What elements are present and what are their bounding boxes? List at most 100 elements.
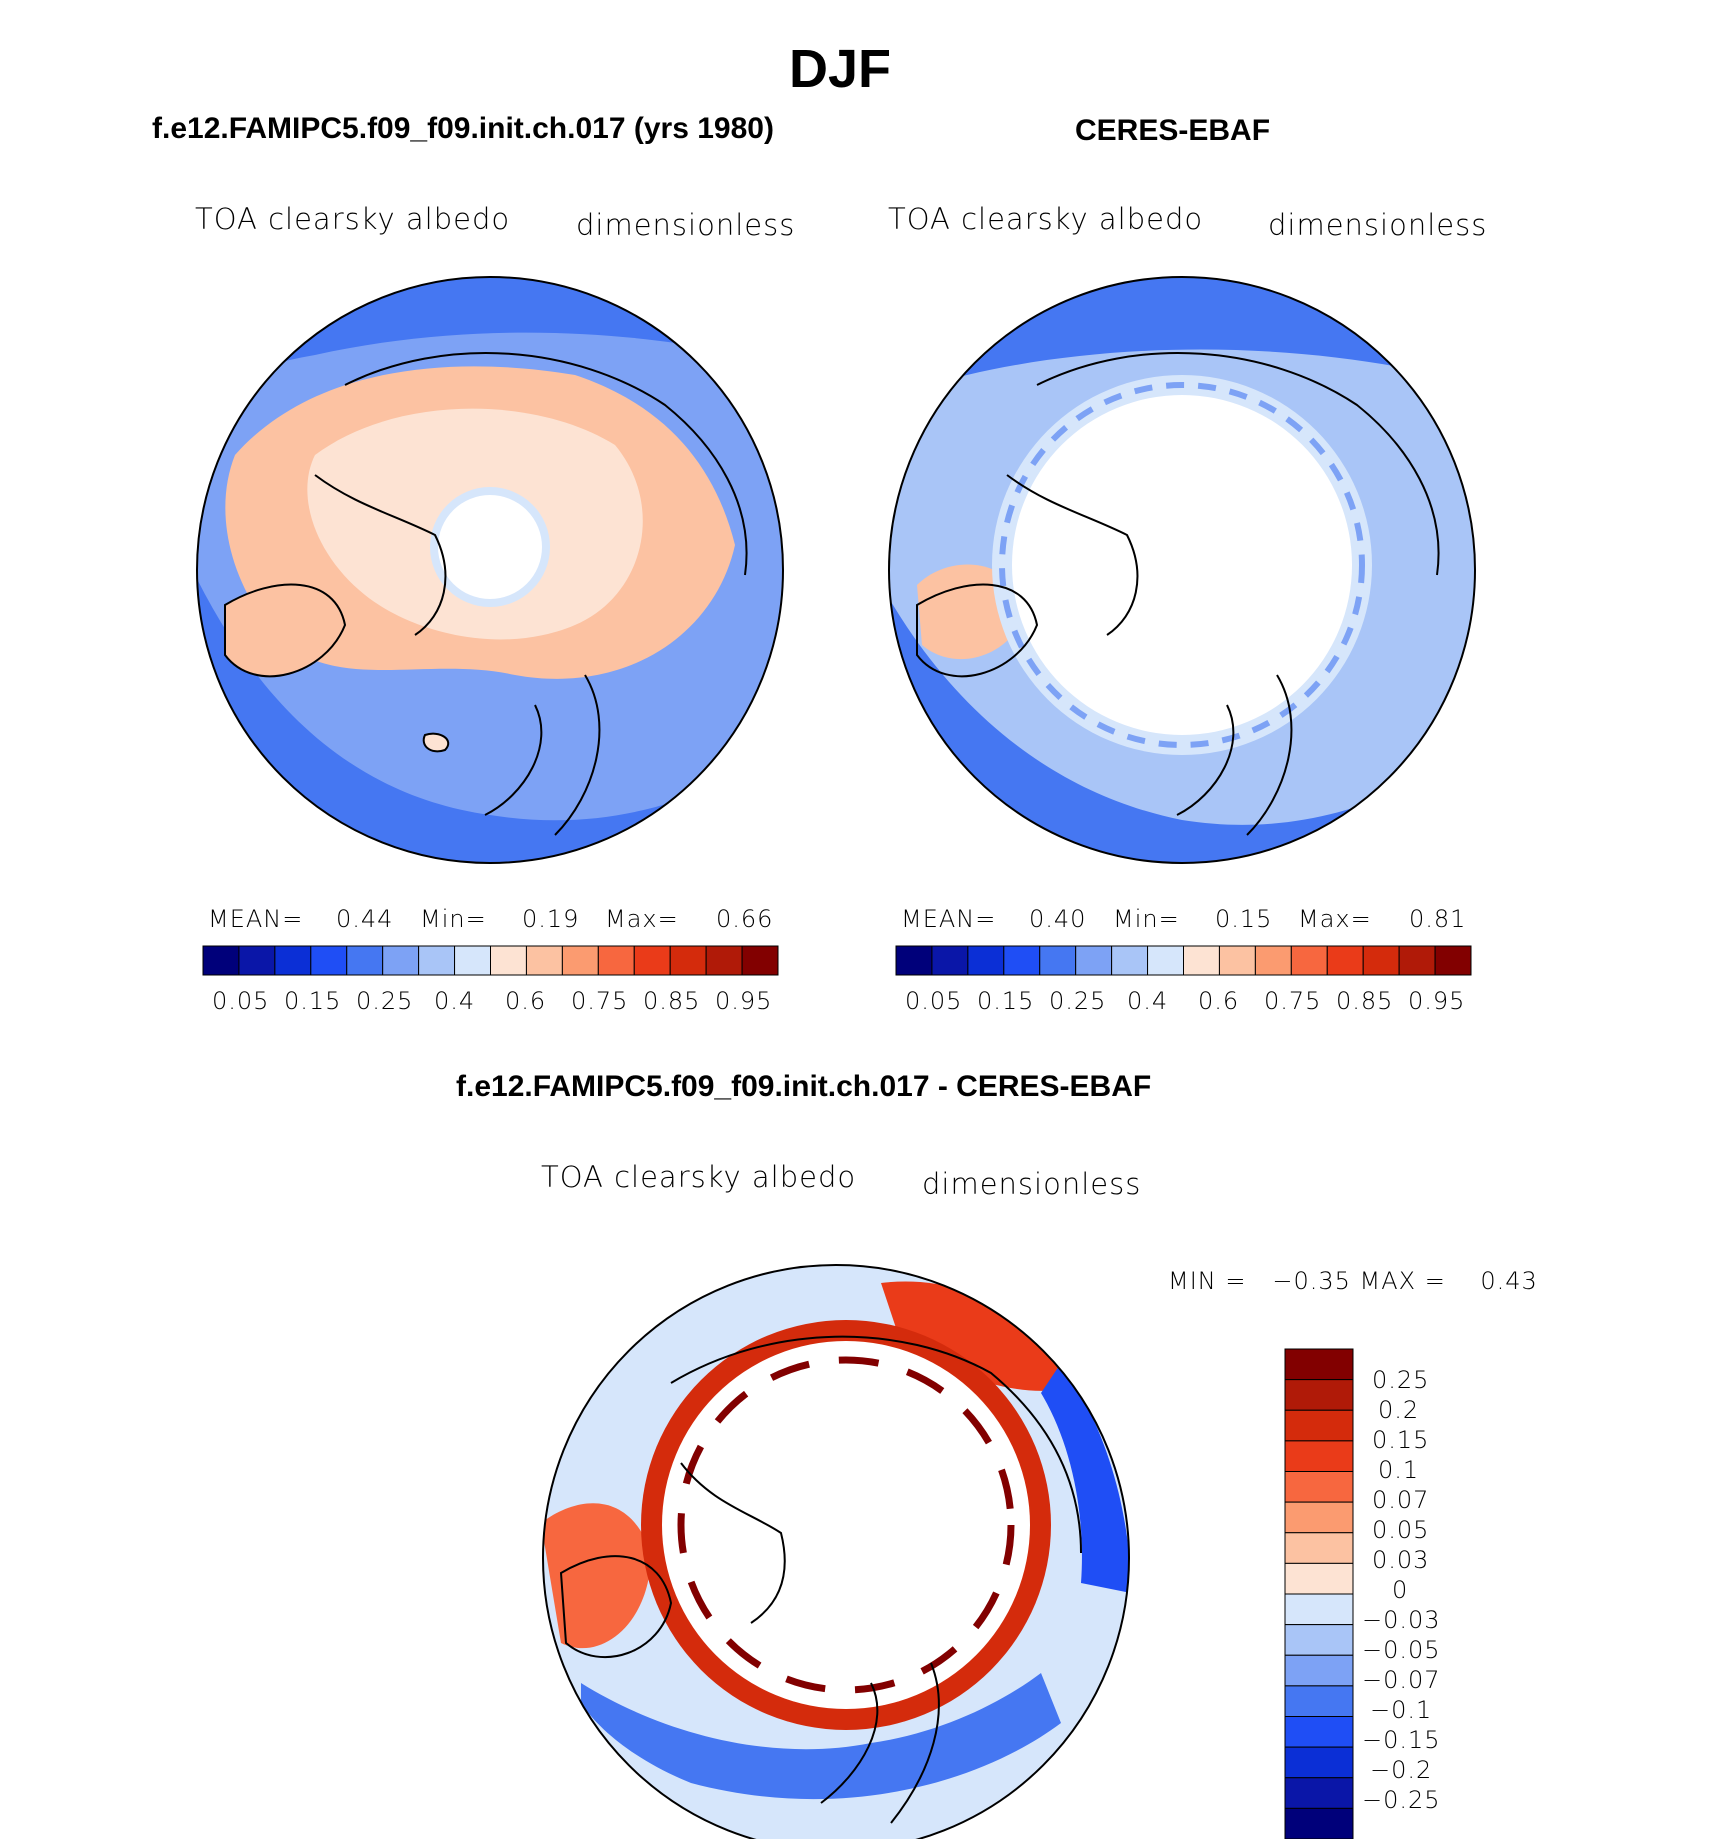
map1-border — [196, 276, 784, 864]
map3-coastline-eurasia — [670, 1335, 1082, 1554]
panel1-max-value: 0.66 — [716, 905, 774, 933]
colorbar-segment — [1284, 1501, 1354, 1534]
map2-atlantic-low-region — [889, 595, 1475, 863]
cbar1-tick: 0.6 — [505, 987, 547, 1015]
map1-iceland-outline — [422, 732, 450, 753]
cbar1-tick: 0.25 — [356, 987, 414, 1015]
colorbar-segment — [490, 945, 527, 976]
map1-atlantic-low-region — [197, 575, 783, 863]
cbar3-tick: −0.07 — [1362, 1666, 1441, 1694]
colorbar-segment — [597, 945, 635, 976]
map2-coastline-archipelago — [1006, 474, 1139, 636]
colorbar-difference — [1284, 1348, 1354, 1839]
difference-title: f.e12.FAMIPC5.f09_f09.init.ch.017 - CERE… — [456, 1070, 1152, 1103]
cbar1-tick: 0.75 — [571, 987, 629, 1015]
colorbar-segment — [741, 945, 779, 976]
panel2-variable: TOA clearsky albedo — [888, 202, 1204, 236]
colorbar-segment — [1284, 1654, 1354, 1687]
map3-greenland-positive-region — [543, 1503, 651, 1648]
panel2-min-value: 0.15 — [1215, 905, 1273, 933]
cbar3-tick: 0.25 — [1372, 1366, 1430, 1394]
colorbar-segment — [1284, 1624, 1354, 1656]
map-panel-model — [196, 276, 784, 864]
map3-pacific-negative-region — [1041, 1363, 1129, 1593]
map3-dashed-ring — [677, 1356, 1015, 1694]
colorbar-segment — [1075, 945, 1113, 976]
cbar3-tick: 0.07 — [1372, 1486, 1430, 1514]
difference-units: dimensionless — [922, 1167, 1142, 1201]
cbar2-tick: 0.95 — [1408, 987, 1466, 1015]
panel1-title: f.e12.FAMIPC5.f09_f09.init.ch.017 (yrs 1… — [152, 112, 774, 145]
map3-coastline-europe — [820, 1662, 940, 1824]
map-panel-difference — [542, 1264, 1130, 1839]
colorbar-segment — [1254, 945, 1292, 976]
colorbar-segment — [310, 945, 348, 976]
map2-coastline-eurasia — [1036, 352, 1440, 576]
cbar3-tick: −0.05 — [1362, 1636, 1441, 1664]
panel2-max-value: 0.81 — [1409, 905, 1467, 933]
colorbar-segment — [669, 945, 707, 976]
colorbar-segment — [1326, 945, 1364, 976]
panel2-min-label: Min= — [1113, 905, 1180, 933]
map2-missing-data-core — [1012, 395, 1352, 735]
panel1-max-label: Max= — [605, 905, 679, 933]
colorbar-segment — [1398, 945, 1436, 976]
map1-coastline-eurasia — [344, 352, 748, 576]
panel2-title: CERES-EBAF — [1075, 114, 1271, 147]
map3-polar-gap — [662, 1341, 1030, 1709]
map1-coastline-europe — [484, 674, 601, 836]
colorbar-segment — [1284, 1471, 1354, 1503]
colorbar-segment — [238, 945, 276, 976]
colorbar-segment — [382, 945, 420, 976]
colorbar-segment — [1039, 945, 1077, 976]
colorbar-segment — [1003, 945, 1041, 976]
colorbar-segment — [1284, 1348, 1354, 1381]
cbar3-tick: 0.05 — [1372, 1516, 1430, 1544]
colorbar-segment — [202, 945, 240, 976]
panel2-mean-value: 0.40 — [1029, 905, 1087, 933]
colorbar-segment — [274, 945, 312, 976]
colorbar-segment — [895, 945, 933, 976]
colorbar-segment — [561, 945, 599, 976]
colorbar-segment — [1111, 945, 1149, 976]
cbar2-tick: 0.25 — [1049, 987, 1107, 1015]
colorbar-segment — [1284, 1807, 1354, 1839]
cbar2-tick: 0.75 — [1264, 987, 1322, 1015]
colorbar-segment — [1284, 1685, 1354, 1717]
colorbar-segment — [525, 945, 563, 976]
cbar3-tick: 0.2 — [1378, 1396, 1420, 1424]
colorbar-segment — [1284, 1409, 1354, 1442]
colorbar-segment — [1284, 1593, 1354, 1626]
colorbar-segment — [1362, 945, 1400, 976]
cbar3-tick: −0.15 — [1362, 1726, 1441, 1754]
difference-variable: TOA clearsky albedo — [541, 1160, 857, 1194]
colorbar-segment — [1290, 945, 1328, 976]
cbar1-tick: 0.4 — [434, 987, 476, 1015]
map-panel-observations — [888, 276, 1476, 864]
difference-minmax: MIN = −0.35 MAX = 0.43 — [1168, 1267, 1538, 1295]
panel1-mean-label: MEAN= — [208, 905, 304, 933]
colorbar-model — [202, 945, 779, 976]
colorbar-segment — [1284, 1716, 1354, 1748]
panel1-variable: TOA clearsky albedo — [195, 202, 511, 236]
map3-siberia-positive-region — [881, 1281, 1081, 1391]
cbar1-tick: 0.15 — [284, 987, 342, 1015]
cbar2-tick: 0.85 — [1336, 987, 1394, 1015]
map1-coastline-archipelago — [314, 474, 447, 636]
colorbar-segment — [454, 945, 491, 976]
map3-border — [542, 1264, 1130, 1839]
colorbar-segment — [1284, 1777, 1354, 1809]
panel1-units: dimensionless — [576, 208, 796, 242]
cbar2-tick: 0.15 — [977, 987, 1035, 1015]
colorbar-segment — [1147, 945, 1184, 976]
panel2-units: dimensionless — [1268, 208, 1488, 242]
map3-atlantic-negative-band — [581, 1673, 1061, 1800]
map1-polar-gap — [438, 495, 542, 599]
panel1-min-label: Min= — [420, 905, 487, 933]
map2-dashed-ring — [999, 382, 1365, 748]
colorbar-segment — [705, 945, 743, 976]
cbar2-tick: 0.6 — [1198, 987, 1240, 1015]
cbar3-tick: −0.25 — [1362, 1786, 1441, 1814]
cbar3-tick: −0.1 — [1370, 1696, 1433, 1724]
cbar3-tick: 0.15 — [1372, 1426, 1430, 1454]
